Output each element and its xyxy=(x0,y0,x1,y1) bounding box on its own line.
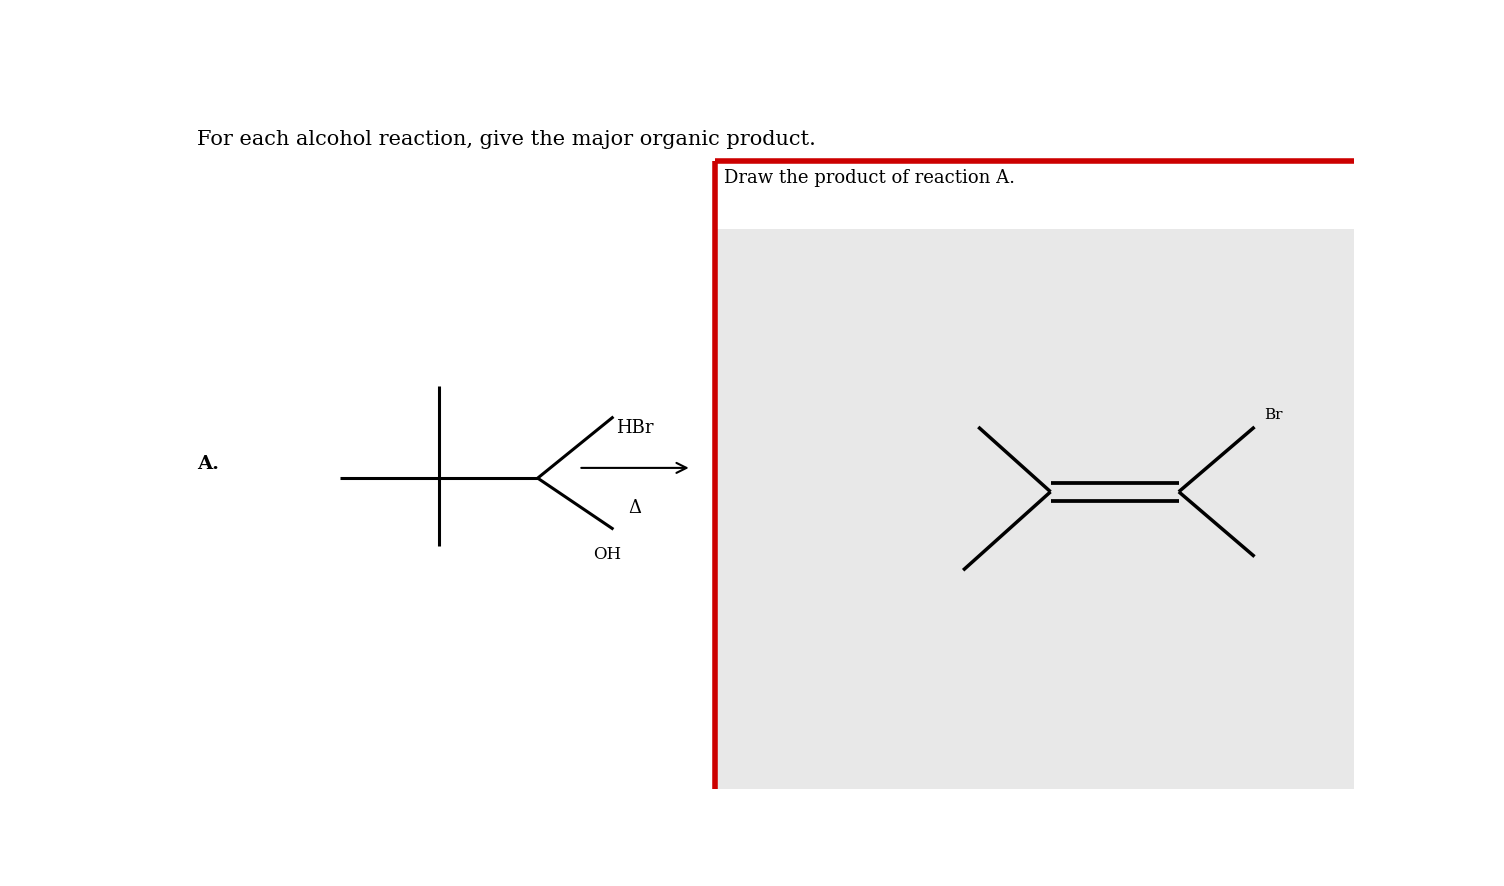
Bar xyxy=(714,229,1354,789)
Text: HBr: HBr xyxy=(617,419,654,437)
Bar xyxy=(714,161,1354,229)
Text: A.: A. xyxy=(197,455,220,473)
Text: OH: OH xyxy=(594,547,621,563)
Text: Δ: Δ xyxy=(629,499,642,517)
Text: Draw the product of reaction A.: Draw the product of reaction A. xyxy=(725,169,1015,187)
Text: Br: Br xyxy=(1263,408,1283,422)
Text: For each alcohol reaction, give the major organic product.: For each alcohol reaction, give the majo… xyxy=(197,130,817,149)
